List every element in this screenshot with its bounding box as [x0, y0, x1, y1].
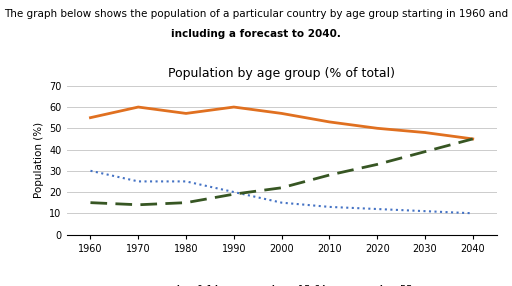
Text: including a forecast to 2040.: including a forecast to 2040.	[171, 29, 341, 39]
Y-axis label: Population (%): Population (%)	[34, 122, 44, 198]
Text: The graph below shows the population of a particular country by age group starti: The graph below shows the population of …	[4, 9, 508, 19]
Title: Population by age group (% of total): Population by age group (% of total)	[168, 67, 395, 80]
Legend: Age 0-14, Agge 15-64, Age 55+: Age 0-14, Agge 15-64, Age 55+	[139, 281, 424, 286]
